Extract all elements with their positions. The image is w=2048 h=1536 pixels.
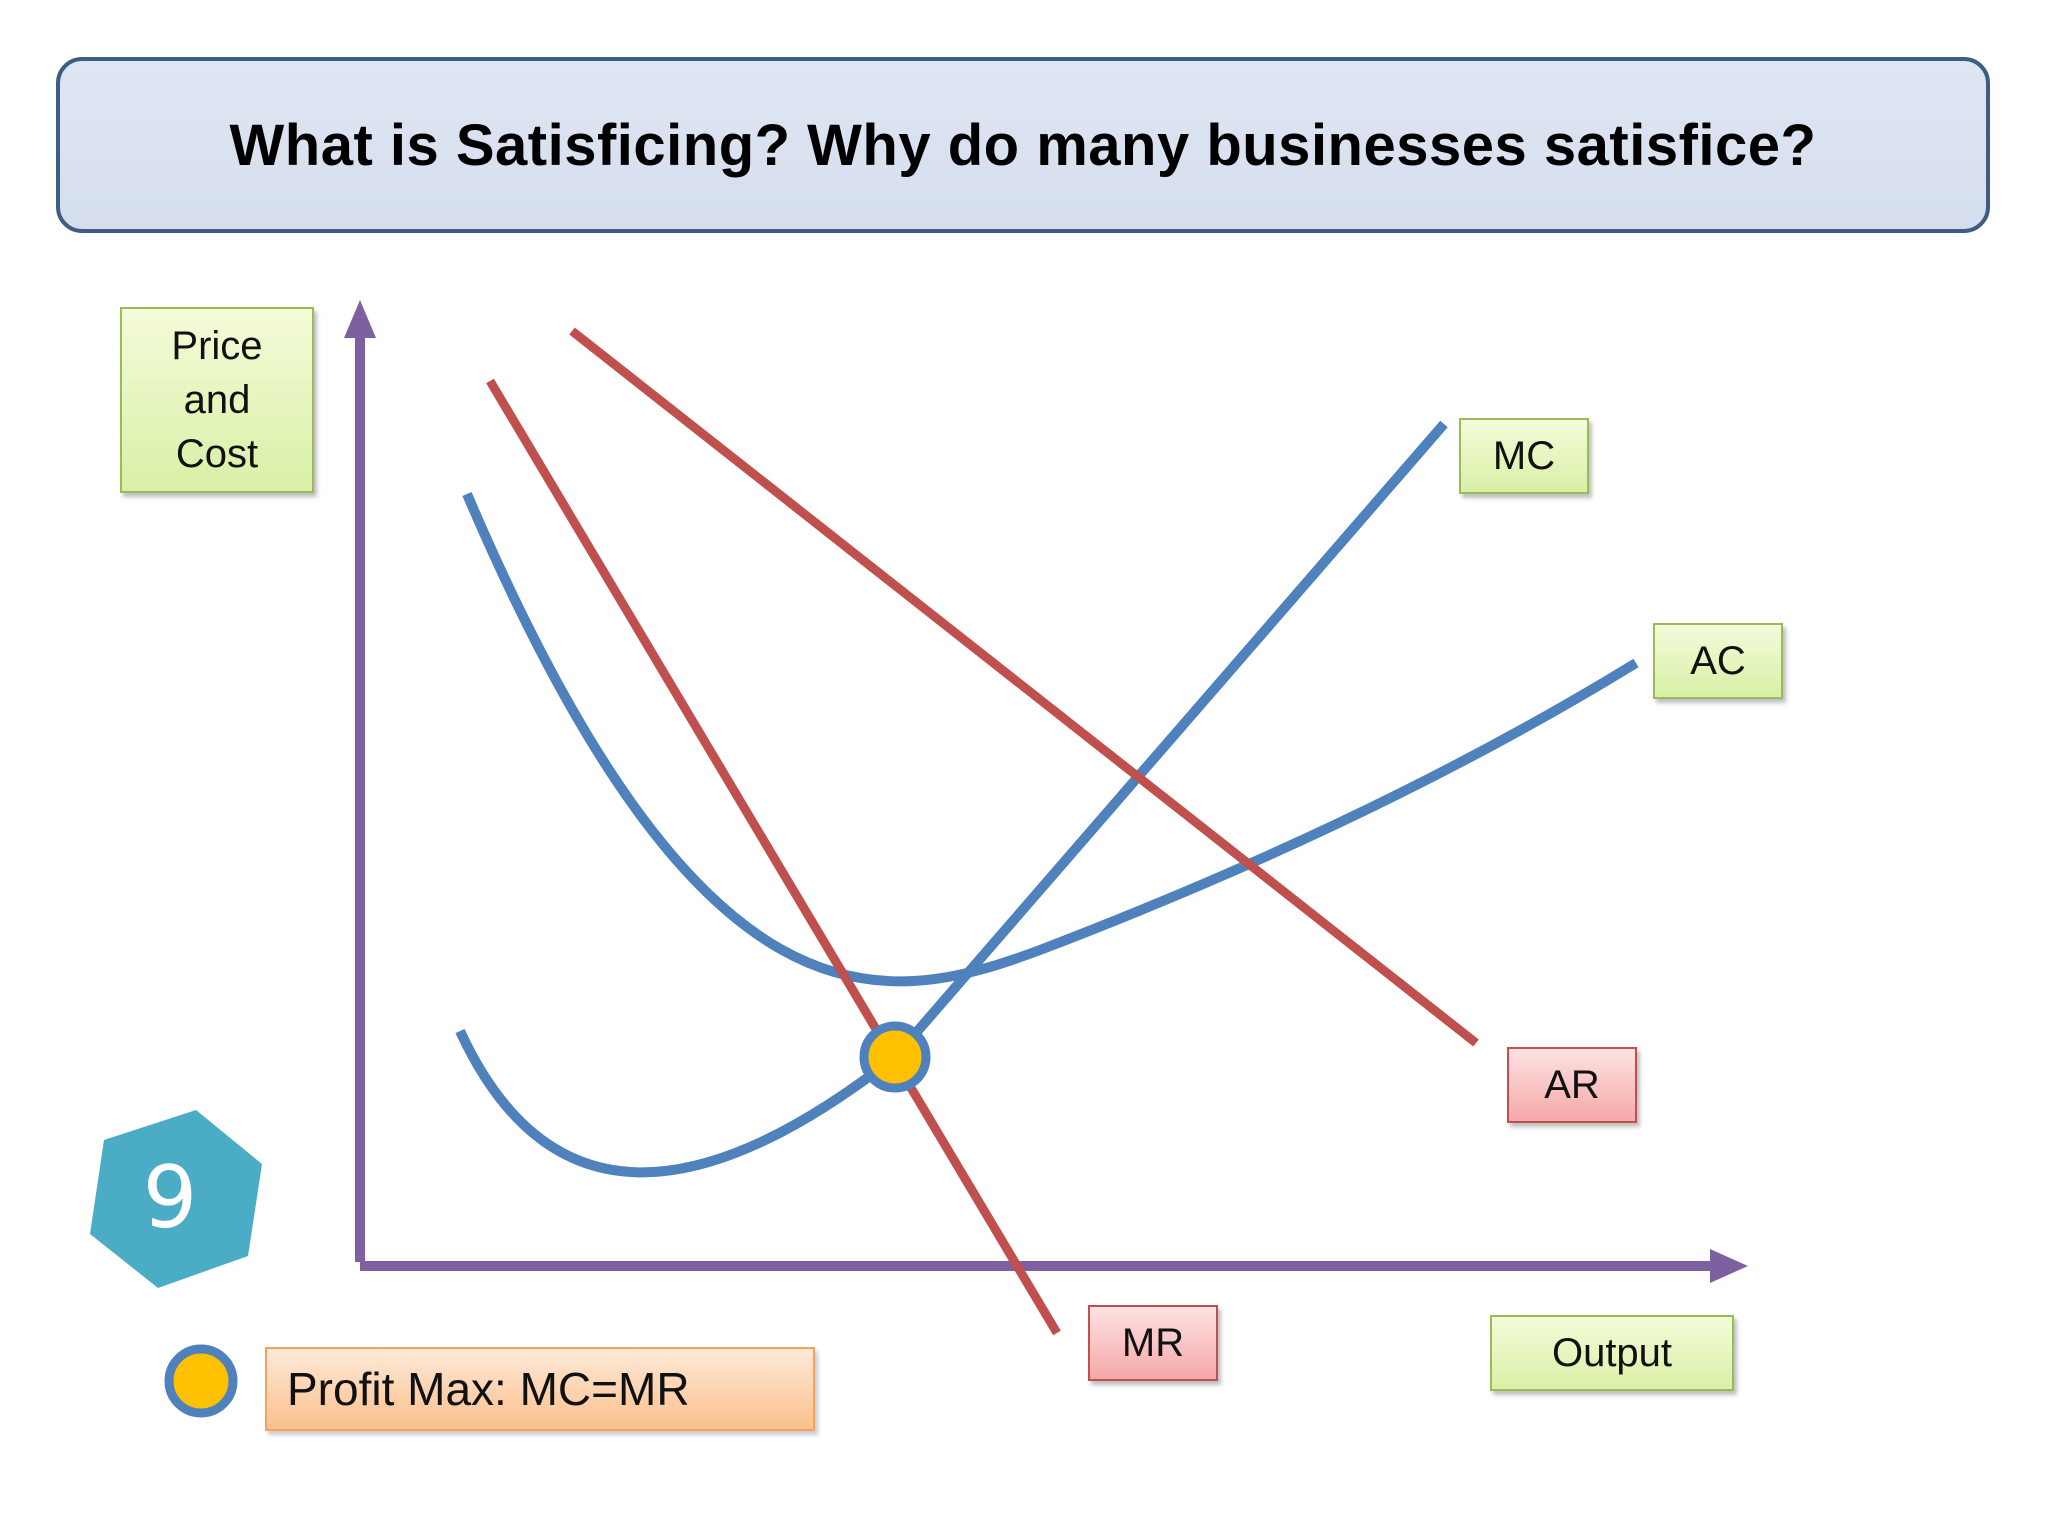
ar-label: AR: [1507, 1047, 1637, 1123]
y-axis-label-line1: Price: [171, 324, 263, 368]
y-axis-label-line2: and: [183, 378, 251, 422]
x-axis-label: Output: [1490, 1315, 1734, 1391]
ac-curve: [462, 492, 1639, 987]
legend-marker-icon: [164, 1344, 238, 1418]
legend-label: Profit Max: MC=MR: [265, 1347, 815, 1431]
y-axis-label: Price and Cost: [120, 307, 314, 493]
axes: [344, 300, 1748, 1283]
x-axis-arrow-icon: [1710, 1249, 1748, 1283]
mr-label: MR: [1088, 1305, 1218, 1381]
slide-number: 9: [142, 1148, 198, 1248]
y-axis-arrow-icon: [344, 300, 376, 338]
ar-curve: [569, 327, 1479, 1047]
profit-max-point-icon: [859, 1021, 931, 1093]
y-axis-label-line3: Cost: [175, 432, 259, 476]
hexagon-badge: [90, 1110, 262, 1288]
mc-label: MC: [1459, 418, 1589, 494]
title-banner: What is Satisficing? Why do many busines…: [56, 57, 1990, 233]
slide-title: What is Satisficing? Why do many busines…: [229, 112, 1817, 178]
ac-label: AC: [1653, 623, 1783, 699]
mc-curve: [455, 420, 1448, 1178]
mr-curve: [486, 378, 1061, 1336]
